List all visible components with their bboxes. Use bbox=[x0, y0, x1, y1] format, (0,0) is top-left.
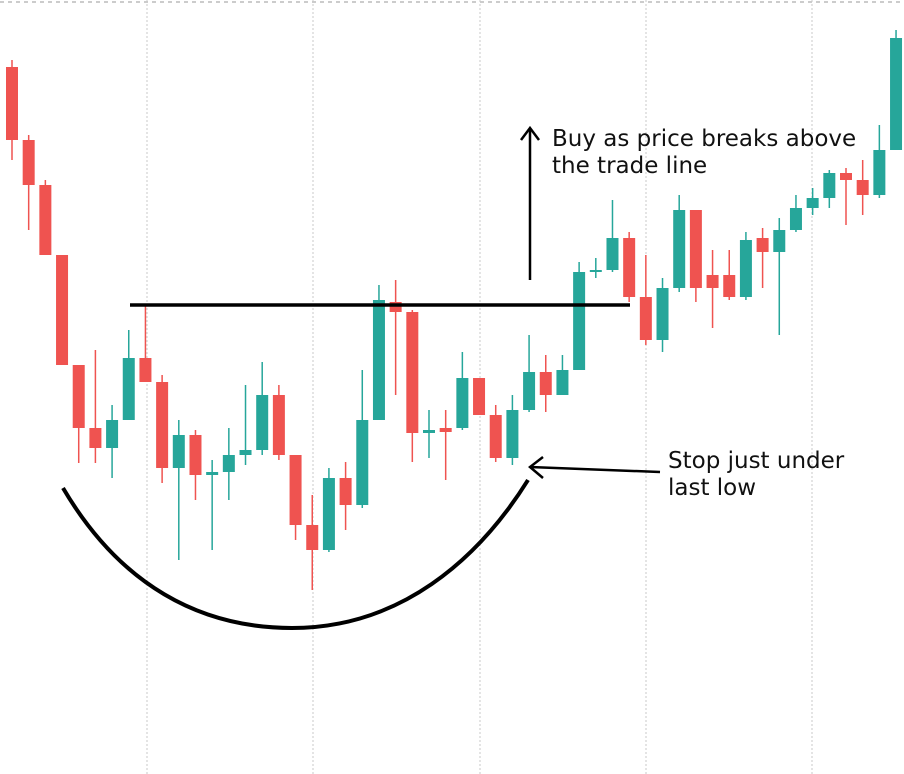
candle-body bbox=[56, 255, 69, 365]
candle-body bbox=[322, 478, 335, 550]
candle-body bbox=[72, 365, 85, 428]
candle-body bbox=[272, 395, 285, 455]
candle-body bbox=[406, 312, 419, 433]
candle-body bbox=[506, 410, 519, 458]
candle-body bbox=[122, 358, 135, 420]
candle-body bbox=[639, 297, 652, 340]
candle-body bbox=[523, 372, 536, 410]
candle-body bbox=[623, 238, 636, 297]
candle-body bbox=[539, 372, 552, 395]
candle-body bbox=[706, 275, 719, 288]
candle-body bbox=[423, 430, 435, 433]
candle-body bbox=[106, 420, 119, 448]
candle-body bbox=[773, 230, 786, 252]
candle-body bbox=[756, 238, 769, 252]
candle-body bbox=[606, 238, 619, 270]
candle-body bbox=[489, 415, 502, 458]
candle-body bbox=[156, 382, 169, 468]
candles bbox=[6, 30, 903, 590]
annotation-line: Stop just under bbox=[668, 448, 845, 474]
candle-body bbox=[806, 198, 819, 208]
candle-body bbox=[556, 370, 569, 395]
candle-body bbox=[339, 478, 352, 505]
candle-body bbox=[739, 240, 752, 297]
candle-body bbox=[206, 472, 219, 475]
candle-body bbox=[39, 185, 52, 255]
candle-body bbox=[840, 173, 852, 180]
candle-body bbox=[673, 210, 686, 288]
candle-body bbox=[139, 358, 152, 382]
candle-body bbox=[656, 288, 669, 340]
candle-body bbox=[689, 210, 702, 288]
candle-body bbox=[172, 435, 185, 468]
candle-body bbox=[372, 300, 385, 420]
candle-body bbox=[389, 302, 402, 312]
vertical-grid bbox=[146, 0, 813, 774]
candle-body bbox=[456, 378, 469, 428]
candle-body bbox=[89, 428, 102, 448]
candle-body bbox=[356, 420, 369, 505]
candle-body bbox=[890, 38, 903, 150]
candle-body bbox=[723, 275, 736, 297]
candle-body bbox=[473, 378, 486, 415]
candle-body bbox=[823, 173, 836, 198]
candle-body bbox=[573, 272, 586, 370]
candle-body bbox=[789, 208, 802, 230]
candle-body bbox=[22, 140, 35, 185]
candle-body bbox=[189, 435, 202, 475]
annotation-line: the trade line bbox=[552, 153, 707, 179]
annotation-line: last low bbox=[668, 475, 756, 501]
candle-body bbox=[289, 455, 302, 525]
candle-body bbox=[6, 67, 18, 140]
annotation-line: Buy as price breaks above bbox=[552, 126, 856, 152]
candle-body bbox=[306, 525, 319, 550]
candle-body bbox=[256, 395, 269, 450]
stop-arrow bbox=[528, 456, 661, 479]
buy-arrow bbox=[520, 125, 540, 280]
candle-body bbox=[239, 450, 252, 455]
candle-body bbox=[589, 270, 602, 272]
candle-body bbox=[222, 455, 235, 472]
candle-body bbox=[873, 150, 886, 195]
candle-body bbox=[439, 428, 452, 432]
cup-arc bbox=[61, 478, 530, 631]
candle-body bbox=[856, 180, 869, 195]
